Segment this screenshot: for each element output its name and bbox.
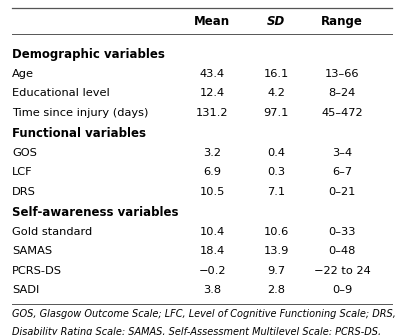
Text: 8–24: 8–24 <box>328 88 356 98</box>
Text: 0.3: 0.3 <box>267 167 285 177</box>
Text: 7.1: 7.1 <box>267 187 285 197</box>
Text: 0.4: 0.4 <box>267 148 285 158</box>
Text: 97.1: 97.1 <box>263 108 289 118</box>
Text: Mean: Mean <box>194 15 230 28</box>
Text: −22 to 24: −22 to 24 <box>314 266 370 276</box>
Text: 13.9: 13.9 <box>263 246 289 256</box>
Text: Functional variables: Functional variables <box>12 127 146 140</box>
Text: Demographic variables: Demographic variables <box>12 48 165 61</box>
Text: 0–48: 0–48 <box>328 246 356 256</box>
Text: PCRS-DS: PCRS-DS <box>12 266 62 276</box>
Text: 6–7: 6–7 <box>332 167 352 177</box>
Text: −0.2: −0.2 <box>198 266 226 276</box>
Text: LCF: LCF <box>12 167 33 177</box>
Text: SAMAS: SAMAS <box>12 246 52 256</box>
Text: SD: SD <box>267 15 285 28</box>
Text: GOS: GOS <box>12 148 37 158</box>
Text: 12.4: 12.4 <box>200 88 224 98</box>
Text: 9.7: 9.7 <box>267 266 285 276</box>
Text: 45–472: 45–472 <box>321 108 363 118</box>
Text: 6.9: 6.9 <box>203 167 221 177</box>
Text: 3–4: 3–4 <box>332 148 352 158</box>
Text: Range: Range <box>321 15 363 28</box>
Text: Gold standard: Gold standard <box>12 227 92 237</box>
Text: 4.2: 4.2 <box>267 88 285 98</box>
Text: 131.2: 131.2 <box>196 108 228 118</box>
Text: Educational level: Educational level <box>12 88 110 98</box>
Text: 13–66: 13–66 <box>325 69 359 79</box>
Text: 0–9: 0–9 <box>332 285 352 295</box>
Text: 43.4: 43.4 <box>200 69 224 79</box>
Text: 10.6: 10.6 <box>263 227 289 237</box>
Text: 18.4: 18.4 <box>199 246 225 256</box>
Text: 10.5: 10.5 <box>199 187 225 197</box>
Text: 2.8: 2.8 <box>267 285 285 295</box>
Text: Age: Age <box>12 69 34 79</box>
Text: 10.4: 10.4 <box>199 227 225 237</box>
Text: Time since injury (days): Time since injury (days) <box>12 108 148 118</box>
Text: Self-awareness variables: Self-awareness variables <box>12 206 178 219</box>
Text: GOS, Glasgow Outcome Scale; LFC, Level of Cognitive Functioning Scale; DRS,: GOS, Glasgow Outcome Scale; LFC, Level o… <box>12 309 396 319</box>
Text: 0–33: 0–33 <box>328 227 356 237</box>
Text: 16.1: 16.1 <box>263 69 289 79</box>
Text: 0–21: 0–21 <box>328 187 356 197</box>
Text: DRS: DRS <box>12 187 36 197</box>
Text: Disability Rating Scale; SAMAS, Self-Assessment Multilevel Scale; PCRS-DS,: Disability Rating Scale; SAMAS, Self-Ass… <box>12 327 381 335</box>
Text: 3.2: 3.2 <box>203 148 221 158</box>
Text: 3.8: 3.8 <box>203 285 221 295</box>
Text: SADI: SADI <box>12 285 39 295</box>
